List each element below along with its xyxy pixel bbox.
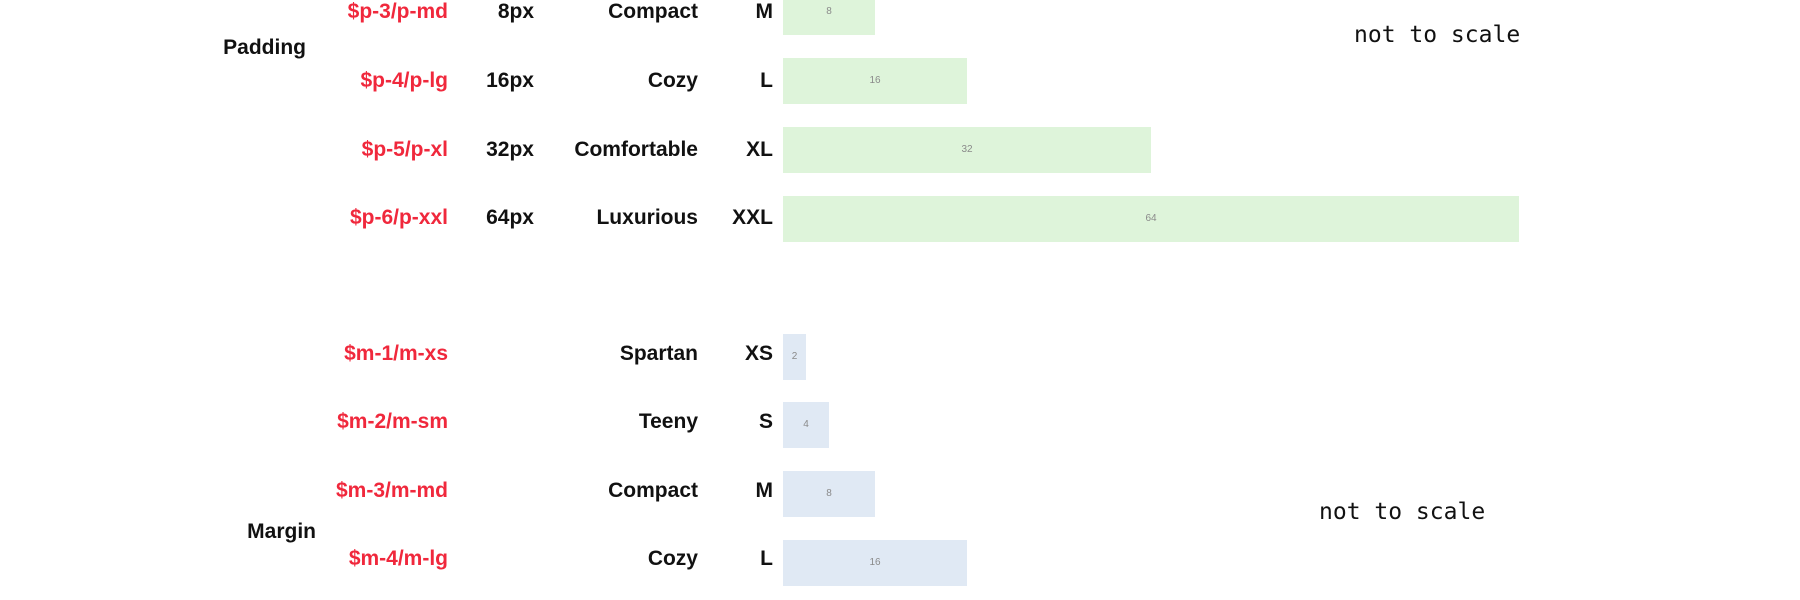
margin-row-size: L <box>760 547 773 570</box>
margin-row-name: Cozy <box>647 547 698 570</box>
padding-row-name: Cozy <box>647 69 698 92</box>
margin-row-name: Compact <box>608 479 698 502</box>
margin-row-size: XS <box>744 342 773 365</box>
padding-bar-label: 32 <box>961 144 973 155</box>
margin-bar-xs: 2 <box>783 334 806 380</box>
padding-row-token: $p-6/p-xxl <box>349 206 448 229</box>
padding-row-px: 8px <box>497 0 534 23</box>
margin-row-name: Teeny <box>638 410 698 433</box>
padding-bar-label: 64 <box>1145 213 1157 224</box>
margin-row-token: $m-2/m-sm <box>337 410 448 433</box>
margin-bar-m: 8 <box>783 471 875 517</box>
padding-bar-m: 8 <box>783 0 875 35</box>
margin-bar-s: 4 <box>783 402 829 448</box>
padding-row-name: Luxurious <box>596 206 698 229</box>
padding-row-name: Comfortable <box>574 138 698 161</box>
padding-not-to-scale-note: not to scale <box>1354 22 1521 48</box>
margin-row-token: $m-4/m-lg <box>348 547 448 570</box>
padding-group-label: Padding <box>223 36 306 59</box>
margin-row-size: S <box>758 410 773 433</box>
padding-bar-label: 8 <box>826 6 832 17</box>
margin-bar-label: 2 <box>791 351 798 362</box>
padding-bar-l: 16 <box>783 58 967 104</box>
margin-row-token: $m-3/m-md <box>335 479 448 502</box>
padding-row-px: 32px <box>486 138 534 161</box>
margin-bar-label: 16 <box>869 557 881 568</box>
margin-row-name: Spartan <box>619 342 698 365</box>
margin-bar-label: 4 <box>803 419 809 430</box>
padding-bar-xl: 32 <box>783 127 1151 173</box>
padding-row-size: L <box>760 69 773 92</box>
margin-bar-label: 8 <box>826 488 832 499</box>
padding-row-token: $p-4/p-lg <box>360 69 449 92</box>
padding-row-token: $p-5/p-xl <box>361 138 448 161</box>
padding-row-size: XL <box>746 138 773 161</box>
padding-bar-label: 16 <box>869 75 881 86</box>
padding-row-token: $p-3/p-md <box>347 0 448 23</box>
padding-row-px: 16px <box>486 69 534 92</box>
margin-not-to-scale-note: not to scale <box>1319 499 1486 525</box>
margin-group-label: Margin <box>247 520 316 543</box>
padding-row-size: XXL <box>732 206 773 229</box>
margin-row-size: M <box>755 479 774 502</box>
padding-row-px: 64px <box>486 206 534 229</box>
padding-row-name: Compact <box>608 0 698 23</box>
margin-row-token: $m-1/m-xs <box>344 342 448 365</box>
padding-bar-xxl: 64 <box>783 196 1519 242</box>
padding-row-size: M <box>755 0 774 23</box>
margin-bar-l: 16 <box>783 540 967 586</box>
